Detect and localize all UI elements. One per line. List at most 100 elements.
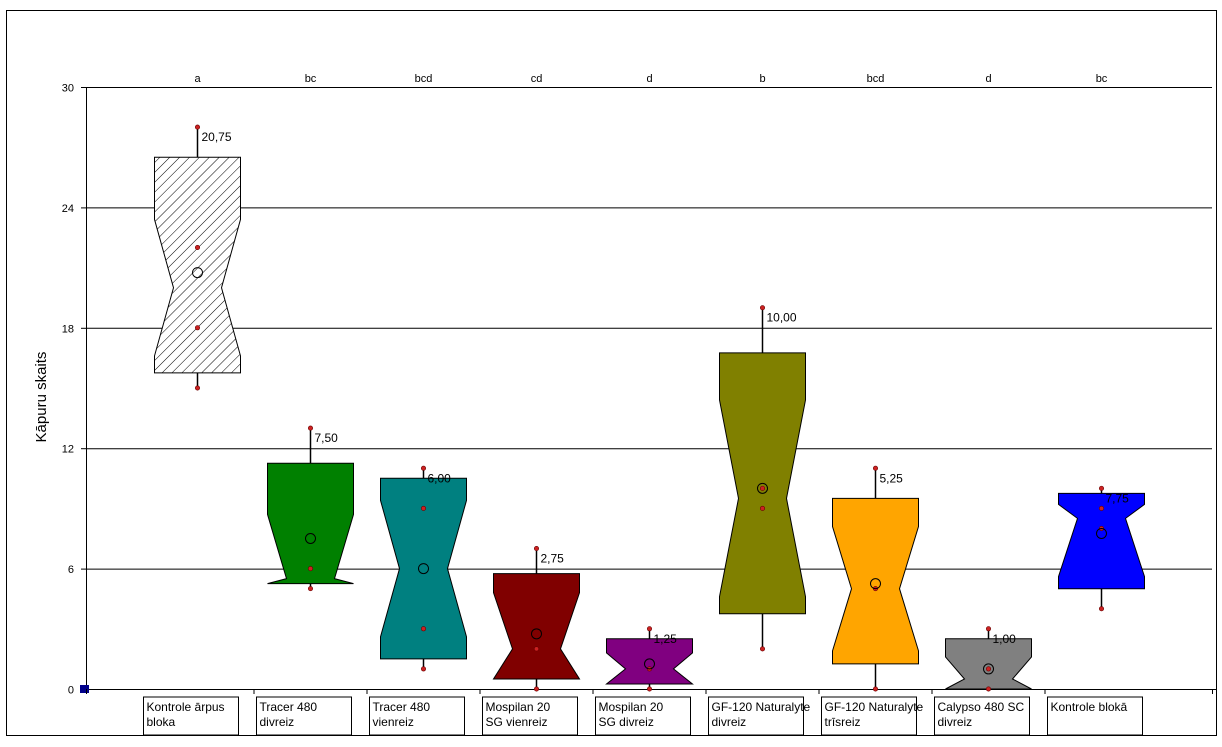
box-group [154, 124, 241, 391]
mean-marker [418, 563, 429, 575]
category-label: Mospilan 20 [486, 700, 551, 714]
grid-lines [86, 87, 1212, 570]
data-point [759, 485, 765, 491]
mean-marker [983, 663, 994, 675]
mean-marker [644, 658, 655, 670]
box-group [832, 465, 919, 692]
mean-value-label: 10,00 [767, 311, 797, 325]
y-tick-label: 12 [62, 444, 74, 456]
data-point [533, 646, 539, 652]
category-label-box [256, 696, 352, 736]
box-group [492, 546, 581, 692]
mean-marker [1096, 527, 1107, 539]
origin-marker [80, 685, 89, 693]
mean-value-label: 6,00 [428, 471, 452, 485]
box-group [945, 626, 1032, 692]
data-point [1099, 606, 1105, 612]
data-point [533, 686, 539, 692]
data-point [1099, 505, 1105, 511]
box [380, 477, 467, 660]
y-tick-label: 18 [62, 323, 74, 335]
data-point [759, 505, 765, 511]
category-label: Calypso 480 SC [938, 700, 1025, 714]
mean-value-label: 7,75 [1106, 491, 1130, 505]
box [267, 462, 354, 585]
data-point [646, 686, 652, 692]
mean-marker [305, 533, 316, 544]
data-point [872, 465, 878, 471]
category-label: GF-120 Naturalyte [825, 700, 924, 714]
data-point [195, 245, 201, 251]
mean-value-label: 1,25 [654, 632, 678, 646]
data-point [420, 465, 426, 471]
mean-marker [870, 578, 881, 590]
boxes [154, 124, 1145, 692]
data-point [195, 325, 201, 331]
data-point [195, 385, 201, 391]
box-group [380, 465, 467, 672]
significance-letter: d [646, 73, 652, 85]
data-point [307, 566, 313, 572]
data-point [307, 586, 313, 592]
y-tick-label: 6 [68, 564, 74, 576]
category-label: bloka [147, 715, 176, 729]
mean-marker [192, 267, 203, 279]
significance-letter: bcd [415, 73, 433, 85]
category-label: divreiz [938, 715, 973, 729]
significance-letter: a [194, 73, 201, 85]
significance-letter: bc [305, 73, 317, 85]
mean-marker [531, 628, 542, 640]
category-label: Mospilan 20 [599, 700, 664, 714]
data-point [195, 124, 201, 130]
data-point [985, 666, 991, 672]
data-point [420, 505, 426, 511]
mean-value-label: 5,25 [880, 471, 904, 485]
category-label: Kontrole ārpus [147, 700, 225, 714]
category-label-box [595, 696, 691, 736]
significance-letter: b [759, 73, 765, 85]
category-label-box [1047, 696, 1143, 736]
data-point [872, 686, 878, 692]
box [605, 638, 694, 685]
category-label: SG vienreiz [486, 715, 548, 729]
category-label: divreiz [712, 715, 747, 729]
category-label-box [934, 696, 1030, 736]
data-point [759, 646, 765, 652]
data-point [533, 546, 539, 552]
box-group [605, 626, 694, 692]
data-point [420, 666, 426, 672]
mean-value-label: 7,50 [315, 431, 339, 445]
category-label-box [482, 696, 578, 736]
mean-value-label: 1,00 [993, 632, 1017, 646]
box [154, 156, 241, 374]
significance-letter: d [985, 73, 991, 85]
data-point [1099, 485, 1105, 491]
box [832, 497, 919, 665]
box [1058, 492, 1145, 590]
category-label: GF-120 Naturalyte [712, 700, 811, 714]
category-label-box [143, 696, 239, 736]
category-label-box [369, 696, 465, 736]
category-label: vienreiz [373, 715, 414, 729]
significance-letter: cd [531, 73, 543, 85]
box [492, 573, 581, 680]
labels: Kāpuru skaits 0 6 12 18 24 30 20,75 a Kontrole ā… [33, 73, 1143, 736]
data-point [985, 626, 991, 632]
category-label: Kontrole blokā [1051, 700, 1128, 714]
category-label: Tracer 480 [260, 700, 318, 714]
y-tick-label: 30 [62, 83, 74, 95]
y-axis-label: Kāpuru skaits [33, 352, 50, 443]
mean-value-label: 2,75 [541, 552, 565, 566]
data-point [420, 626, 426, 632]
box-group [267, 425, 354, 592]
data-point [759, 305, 765, 311]
y-tick-label: 24 [62, 203, 74, 215]
category-label: trīsreiz [825, 715, 861, 729]
significance-letter: bc [1096, 73, 1108, 85]
data-point [985, 686, 991, 692]
box-group [1058, 485, 1145, 612]
category-label: divreiz [260, 715, 295, 729]
category-label-box [821, 696, 917, 736]
